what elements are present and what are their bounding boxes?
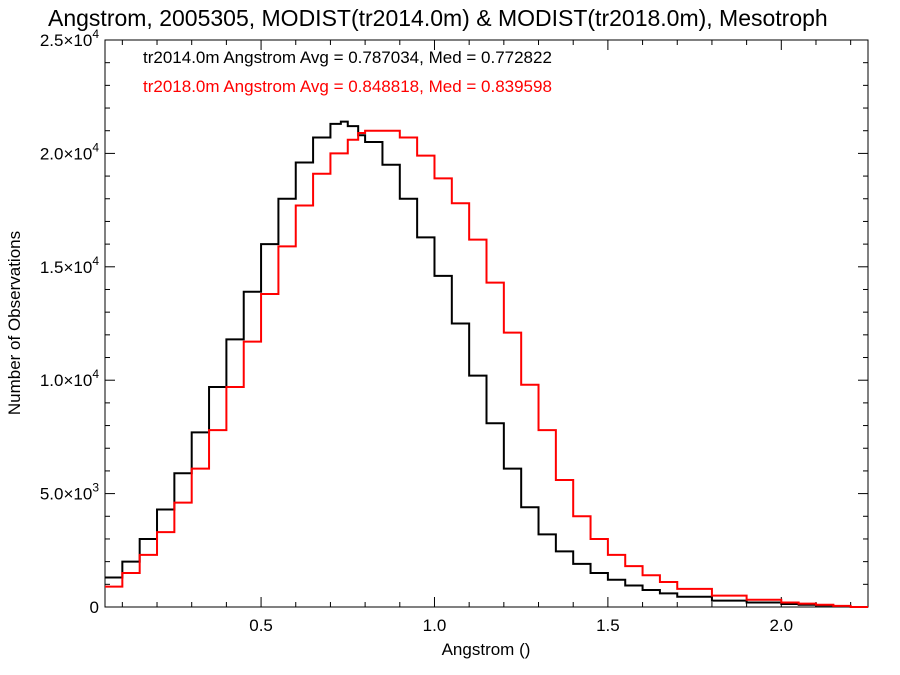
x-tick-label: 1.0 [423,616,447,635]
series-line-1 [105,120,835,607]
chart-title: Angstrom, 2005305, MODIST(tr2014.0m) & M… [48,5,828,31]
y-tick-label: 0 [90,598,99,617]
y-tick-label: 1.0×104 [40,367,99,390]
y-axis: 0 5.0×103 1.0×104 1.5×104 2.0×104 2.5×104 [40,27,868,617]
x-tick-label: 2.0 [769,616,793,635]
x-tick-label: 0.5 [249,616,273,635]
series-line-2 [105,129,868,608]
plot-frame [104,39,869,608]
y-tick-label: 2.5×104 [40,27,99,50]
y-tick-label: 5.0×103 [40,481,99,504]
series-layer [105,120,868,608]
y-axis-label: Number of Observations [5,231,24,415]
legend-entry-2: tr2018.0m Angstrom Avg = 0.848818, Med =… [143,77,552,96]
x-axis: 0.5 1.0 1.5 2.0 [121,40,852,635]
legend-entry-1: tr2014.0m Angstrom Avg = 0.787034, Med =… [143,48,552,67]
y-tick-label: 2.0×104 [40,140,99,163]
y-tick-label: 1.5×104 [40,254,99,277]
x-tick-label: 1.5 [596,616,620,635]
x-axis-label: Angstrom () [442,640,531,659]
